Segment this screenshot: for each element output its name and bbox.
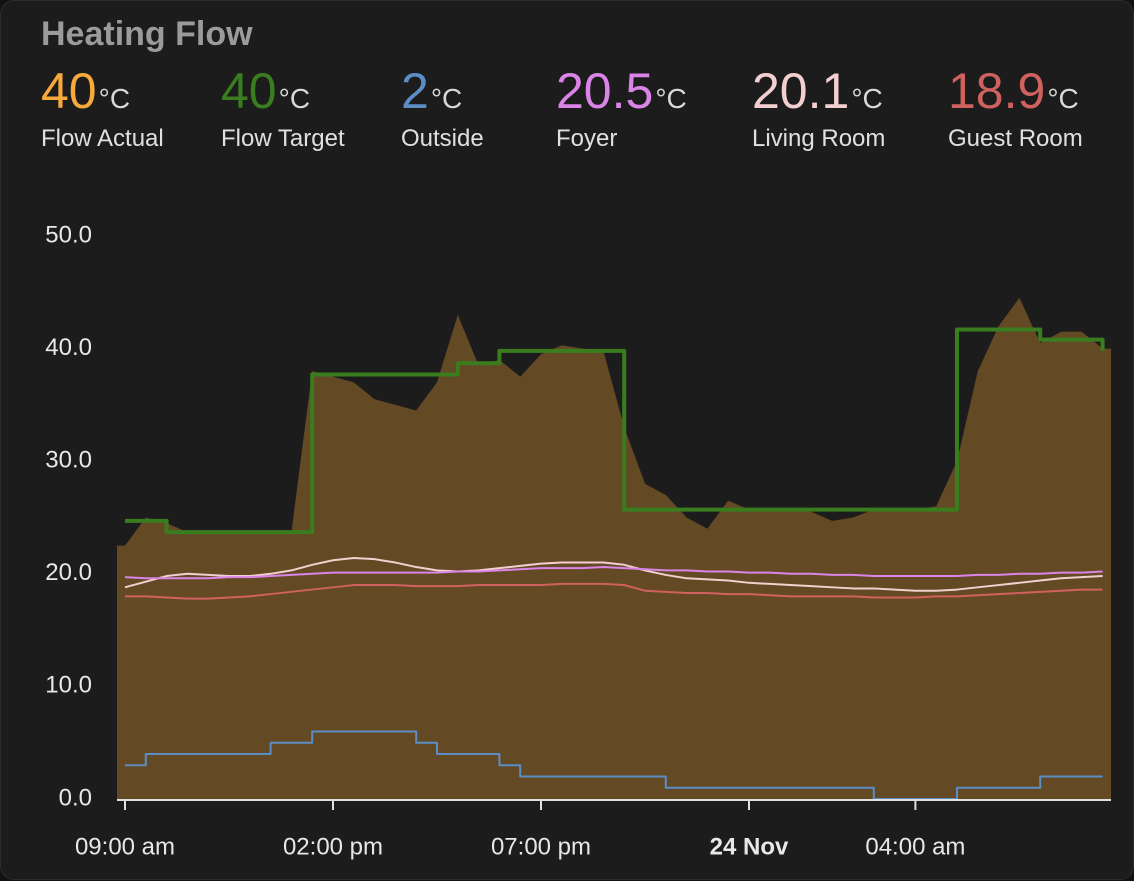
legend-unit: °C bbox=[655, 83, 687, 114]
legend-name-row: Flow Target bbox=[221, 125, 345, 153]
y-tick-label: 0.0 bbox=[59, 784, 92, 811]
legend-name: Flow Actual bbox=[41, 125, 164, 152]
legend-name: Flow Target bbox=[221, 125, 345, 152]
legend-entry: 40°C Flow Actual bbox=[41, 61, 164, 153]
legend-value: 20.5 bbox=[556, 63, 654, 119]
series-line bbox=[125, 582, 1103, 600]
legend-name-row: Flow Actual bbox=[41, 125, 164, 153]
legend-entry: 20.1°C Living Room bbox=[752, 61, 885, 153]
legend-name: Foyer bbox=[556, 125, 618, 152]
x-tick-label: 02:00 pm bbox=[283, 833, 383, 860]
y-tick-label: 50.0 bbox=[45, 221, 92, 248]
x-tick-label: 09:00 am bbox=[75, 833, 175, 860]
y-tick-label: 20.0 bbox=[45, 559, 92, 586]
legend-value-row: 40°C bbox=[221, 61, 345, 121]
legend-unit: °C bbox=[98, 83, 131, 114]
legend-value: 40 bbox=[41, 63, 97, 119]
legend-entry: 40°C Flow Target bbox=[221, 61, 345, 153]
legend-value: 2 bbox=[401, 63, 429, 119]
legend-unit: °C bbox=[1047, 83, 1079, 114]
legend-entry: 18.9°C Guest Room bbox=[948, 61, 1083, 153]
legend-value-row: 18.9°C bbox=[948, 61, 1083, 121]
legend-value-row: 2°C bbox=[401, 61, 484, 121]
series-line bbox=[125, 327, 1105, 535]
legend-unit: °C bbox=[851, 83, 883, 114]
legend-value: 40 bbox=[221, 63, 277, 119]
legend-entry: 20.5°C Foyer bbox=[556, 61, 687, 153]
legend-value: 20.1 bbox=[752, 63, 850, 119]
legend-name-row: Outside bbox=[401, 125, 484, 153]
y-tick-label: 30.0 bbox=[45, 447, 92, 474]
y-tick-label: 40.0 bbox=[45, 334, 92, 361]
legend-entry: 2°C Outside bbox=[401, 61, 484, 153]
x-tick-label: 24 Nov bbox=[710, 833, 789, 860]
legend-name-row: Foyer bbox=[556, 125, 687, 153]
y-tick-label: 10.0 bbox=[45, 672, 92, 699]
x-tick-label: 04:00 am bbox=[865, 833, 965, 860]
area bbox=[117, 297, 1111, 799]
legend-name: Outside bbox=[401, 125, 484, 152]
series-line bbox=[124, 557, 1103, 592]
legend-unit: °C bbox=[278, 83, 311, 114]
card-title: Heating Flow bbox=[41, 15, 253, 53]
legend-name-row: Living Room bbox=[752, 125, 885, 153]
legend-value-row: 20.5°C bbox=[556, 61, 687, 121]
x-tick-label: 07:00 pm bbox=[491, 833, 591, 860]
series-line bbox=[124, 566, 1103, 580]
legend-value-row: 40°C bbox=[41, 61, 164, 121]
legend-unit: °C bbox=[430, 83, 463, 114]
legend-name: Living Room bbox=[752, 125, 886, 152]
legend-name: Guest Room bbox=[948, 125, 1083, 152]
legend-value-row: 20.1°C bbox=[752, 61, 885, 121]
legend-value: 18.9 bbox=[948, 63, 1046, 119]
legend-name-row: Guest Room bbox=[948, 125, 1083, 153]
